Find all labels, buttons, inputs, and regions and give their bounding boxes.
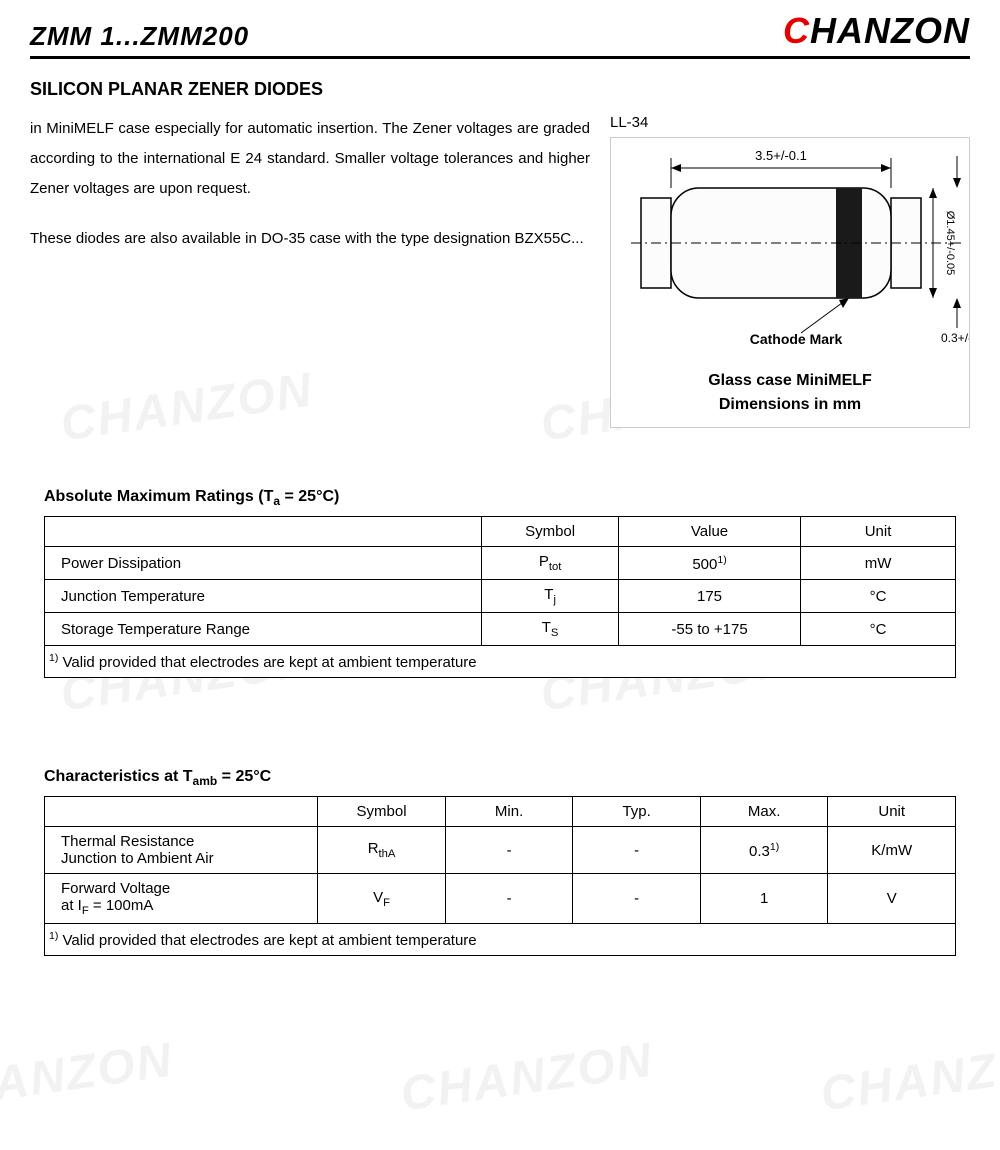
symbol-cell: Tj <box>482 580 619 613</box>
typ-cell: - <box>573 827 701 874</box>
param-cell: Power Dissipation <box>45 547 482 580</box>
section-title: SILICON PLANAR ZENER DIODES <box>30 79 970 100</box>
table-footnote-row: 1) Valid provided that electrodes are ke… <box>45 646 956 678</box>
watermark: CHANZON <box>817 1033 1000 1123</box>
table-row: Thermal ResistanceJunction to Ambient Ai… <box>45 827 956 874</box>
col-symbol: Symbol <box>482 517 619 547</box>
typ-cell: - <box>573 874 701 924</box>
cathode-label-text: Cathode Mark <box>750 331 843 347</box>
col-min: Min. <box>445 797 573 827</box>
dim-lead-text: 0.3+/-0.1 <box>941 331 969 345</box>
logo-rest: HANZON <box>810 10 970 51</box>
min-cell: - <box>445 874 573 924</box>
watermark: CHANZON <box>397 1033 656 1123</box>
package-diagram-column: LL-34 3.5 <box>610 114 970 428</box>
col-unit: Unit <box>828 797 956 827</box>
table-header-row: Symbol Min. Typ. Max. Unit <box>45 797 956 827</box>
max-cell: 1 <box>700 874 828 924</box>
intro-text: in MiniMELF case especially for automati… <box>30 114 590 428</box>
ratings-section: Absolute Maximum Ratings (Ta = 25°C) Sym… <box>44 488 956 678</box>
characteristics-table: Symbol Min. Typ. Max. Unit Thermal Resis… <box>44 796 956 956</box>
col-unit: Unit <box>801 517 956 547</box>
param-cell: Forward Voltageat IF = 100mA <box>45 874 318 924</box>
param-cell: Thermal ResistanceJunction to Ambient Ai… <box>45 827 318 874</box>
table-row: Forward Voltageat IF = 100mAVF--1V <box>45 874 956 924</box>
max-cell: 0.31) <box>700 827 828 874</box>
logo-accent-letter: C <box>783 10 810 51</box>
col-param <box>45 797 318 827</box>
dim-diameter-text: Ø1.45+/-0.05 <box>944 211 956 276</box>
package-diagram: 3.5+/-0.1 Ø1.45+/-0.05 0.3+/-0.1 <box>610 137 970 428</box>
table-header-row: Symbol Value Unit <box>45 517 956 547</box>
param-cell: Junction Temperature <box>45 580 482 613</box>
unit-cell: V <box>828 874 956 924</box>
unit-cell: K/mW <box>828 827 956 874</box>
footnote-cell: 1) Valid provided that electrodes are ke… <box>45 646 956 678</box>
col-value: Value <box>618 517 800 547</box>
unit-cell: °C <box>801 613 956 646</box>
col-typ: Typ. <box>573 797 701 827</box>
brand-logo: CHANZON <box>783 10 970 52</box>
footnote-cell: 1) Valid provided that electrodes are ke… <box>45 924 956 956</box>
value-cell: 5001) <box>618 547 800 580</box>
symbol-cell: VF <box>318 874 446 924</box>
product-code: ZMM 1...ZMM200 <box>30 21 249 52</box>
characteristics-section: Characteristics at Tamb = 25°C Symbol Mi… <box>44 768 956 956</box>
ratings-table: Symbol Value Unit Power DissipationPtot5… <box>44 516 956 678</box>
col-param <box>45 517 482 547</box>
characteristics-title: Characteristics at Tamb = 25°C <box>44 768 956 788</box>
page-header: ZMM 1...ZMM200 CHANZON <box>30 10 970 59</box>
unit-cell: °C <box>801 580 956 613</box>
caption-line-1: Glass case MiniMELF <box>708 372 872 389</box>
value-cell: -55 to +175 <box>618 613 800 646</box>
package-label: LL-34 <box>610 114 970 131</box>
table-row: Junction TemperatureTj175°C <box>45 580 956 613</box>
intro-paragraph-1: in MiniMELF case especially for automati… <box>30 114 590 204</box>
dim-length-text: 3.5+/-0.1 <box>755 148 807 163</box>
symbol-cell: RthA <box>318 827 446 874</box>
min-cell: - <box>445 827 573 874</box>
table-row: Power DissipationPtot5001)mW <box>45 547 956 580</box>
value-cell: 175 <box>618 580 800 613</box>
watermark: CHANZON <box>0 1033 177 1123</box>
caption-line-2: Dimensions in mm <box>719 396 861 413</box>
col-max: Max. <box>700 797 828 827</box>
col-symbol: Symbol <box>318 797 446 827</box>
intro-paragraph-2: These diodes are also available in DO-35… <box>30 224 590 254</box>
ratings-title: Absolute Maximum Ratings (Ta = 25°C) <box>44 488 956 508</box>
table-row: Storage Temperature RangeTS-55 to +175°C <box>45 613 956 646</box>
symbol-cell: TS <box>482 613 619 646</box>
table-footnote-row: 1) Valid provided that electrodes are ke… <box>45 924 956 956</box>
unit-cell: mW <box>801 547 956 580</box>
diagram-caption: Glass case MiniMELF Dimensions in mm <box>611 363 969 427</box>
param-cell: Storage Temperature Range <box>45 613 482 646</box>
symbol-cell: Ptot <box>482 547 619 580</box>
